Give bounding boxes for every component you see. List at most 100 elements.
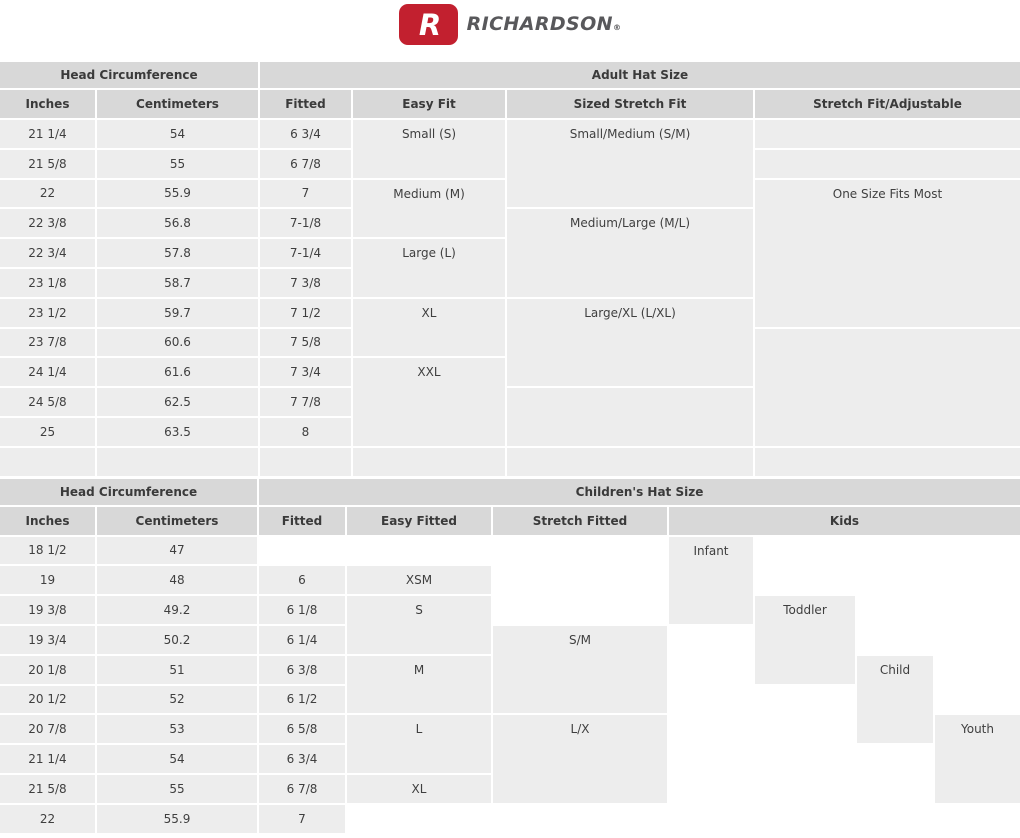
column-header-inches: Inches	[0, 506, 95, 535]
easy-fit-cell-small: Small (S)	[353, 120, 505, 178]
inches-cell: 23 1/8	[0, 268, 95, 297]
column-header-easy-fitted: Easy Fitted	[347, 506, 491, 535]
centimeters-cell: 56.8	[97, 209, 258, 238]
easy-fit-cell-xxl: XXL	[353, 358, 505, 446]
fitted-cell: 6 1/4	[259, 625, 345, 654]
centimeters-cell: 50.2	[97, 625, 257, 654]
adult-size-table: Head Circumference Adult Hat Size Inches…	[0, 62, 1020, 476]
fitted-cell: 7 7/8	[260, 388, 351, 416]
fitted-cell: 7-1/4	[260, 239, 351, 267]
adult-hat-size-header: Adult Hat Size	[260, 62, 1020, 88]
fitted-cell: 7-1/8	[260, 209, 351, 238]
fitted-cell: 6 7/8	[260, 149, 351, 178]
inches-cell: 23 1/2	[0, 298, 95, 327]
easy-fitted-cell-xsm: XSM	[347, 566, 491, 595]
column-header-inches: Inches	[0, 90, 95, 118]
column-header-easy-fit: Easy Fit	[353, 90, 505, 118]
richardson-logo-icon: R	[398, 3, 458, 45]
inches-cell: 22 3/4	[0, 239, 95, 267]
centimeters-cell: 63.5	[97, 417, 258, 446]
inches-cell: 24 5/8	[0, 388, 95, 416]
easy-fit-cell-large: Large (L)	[353, 239, 505, 297]
centimeters-cell: 52	[97, 685, 257, 714]
children-hat-size-header: Children's Hat Size	[259, 478, 1020, 505]
centimeters-cell: 62.5	[97, 388, 258, 416]
stretch-adjustable-cell-empty	[755, 120, 1020, 148]
easy-fitted-cell-l: L	[347, 715, 491, 773]
fitted-cell: 7 3/4	[260, 358, 351, 387]
inches-cell: 20 1/2	[0, 685, 95, 714]
svg-text:R: R	[418, 8, 440, 42]
fitted-cell: 6 5/8	[259, 715, 345, 744]
column-header-fitted: Fitted	[259, 506, 345, 535]
head-circumference-header: Head Circumference	[0, 478, 257, 505]
fitted-cell: 6 1/8	[259, 596, 345, 624]
wordmark-text: RICHARDSON	[466, 13, 613, 35]
column-header-stretch-fit-adjustable: Stretch Fit/Adjustable	[755, 90, 1020, 118]
head-circumference-header: Head Circumference	[0, 62, 258, 88]
stretch-adjustable-cell-empty	[755, 328, 1020, 446]
sized-stretch-cell-empty	[507, 388, 753, 446]
inches-cell: 24 1/4	[0, 358, 95, 387]
kids-cell-child: Child	[857, 655, 933, 744]
kids-column: Infant Toddler Child Youth	[669, 536, 1020, 833]
easy-fitted-cell-xl: XL	[347, 774, 491, 803]
inches-cell: 21 1/4	[0, 120, 95, 148]
centimeters-cell	[97, 447, 258, 476]
centimeters-cell: 55.9	[97, 804, 257, 833]
easy-fit-cell-medium: Medium (M)	[353, 179, 505, 238]
inches-cell: 23 7/8	[0, 328, 95, 357]
children-size-table: Head Circumference Children's Hat Size I…	[0, 478, 1020, 833]
centimeters-cell: 60.6	[97, 328, 258, 357]
centimeters-cell: 55.9	[97, 179, 258, 208]
easy-fitted-cell-s: S	[347, 596, 491, 654]
inches-cell	[0, 447, 95, 476]
easy-fitted-cell-m: M	[347, 655, 491, 714]
centimeters-cell: 53	[97, 715, 257, 744]
easy-fit-cell-xl: XL	[353, 298, 505, 357]
fitted-cell: 6	[259, 566, 345, 595]
inches-cell: 19	[0, 566, 95, 595]
inches-cell: 18 1/2	[0, 536, 95, 565]
fitted-cell: 8	[260, 417, 351, 446]
stretch-adjustable-cell-empty	[755, 447, 1020, 476]
inches-cell: 20 1/8	[0, 655, 95, 684]
inches-cell: 21 1/4	[0, 745, 95, 773]
sized-stretch-cell-lxl: Large/XL (L/XL)	[507, 298, 753, 387]
fitted-cell	[260, 447, 351, 476]
richardson-wordmark: RICHARDSON®	[467, 13, 622, 35]
fitted-cell: 7 5/8	[260, 328, 351, 357]
centimeters-cell: 54	[97, 745, 257, 773]
fitted-cell: 7	[259, 804, 345, 833]
richardson-logo: R RICHARDSON®	[0, 0, 1020, 62]
centimeters-cell: 61.6	[97, 358, 258, 387]
column-header-fitted: Fitted	[260, 90, 351, 118]
column-header-centimeters: Centimeters	[97, 506, 257, 535]
fitted-cell: 7 3/8	[260, 268, 351, 297]
easy-fit-cell-empty	[353, 447, 505, 476]
inches-cell: 25	[0, 417, 95, 446]
stretch-fitted-cell-sm: S/M	[493, 625, 667, 714]
stretch-adjustable-cell-empty	[755, 149, 1020, 178]
column-header-centimeters: Centimeters	[97, 90, 258, 118]
column-header-stretch-fitted: Stretch Fitted	[493, 506, 667, 535]
inches-cell: 22 3/8	[0, 209, 95, 238]
inches-cell: 22	[0, 179, 95, 208]
centimeters-cell: 54	[97, 120, 258, 148]
centimeters-cell: 47	[97, 536, 257, 565]
fitted-cell: 6 3/4	[259, 745, 345, 773]
inches-cell: 19 3/8	[0, 596, 95, 624]
sized-stretch-cell-empty	[507, 447, 753, 476]
centimeters-cell: 57.8	[97, 239, 258, 267]
centimeters-cell: 55	[97, 774, 257, 803]
centimeters-cell: 58.7	[97, 268, 258, 297]
column-header-sized-stretch-fit: Sized Stretch Fit	[507, 90, 753, 118]
inches-cell: 21 5/8	[0, 149, 95, 178]
centimeters-cell: 55	[97, 149, 258, 178]
kids-cell-infant: Infant	[669, 536, 753, 624]
fitted-cell: 6 7/8	[259, 774, 345, 803]
inches-cell: 20 7/8	[0, 715, 95, 744]
fitted-cell: 7 1/2	[260, 298, 351, 327]
registered-trademark-icon: ®	[612, 23, 622, 32]
